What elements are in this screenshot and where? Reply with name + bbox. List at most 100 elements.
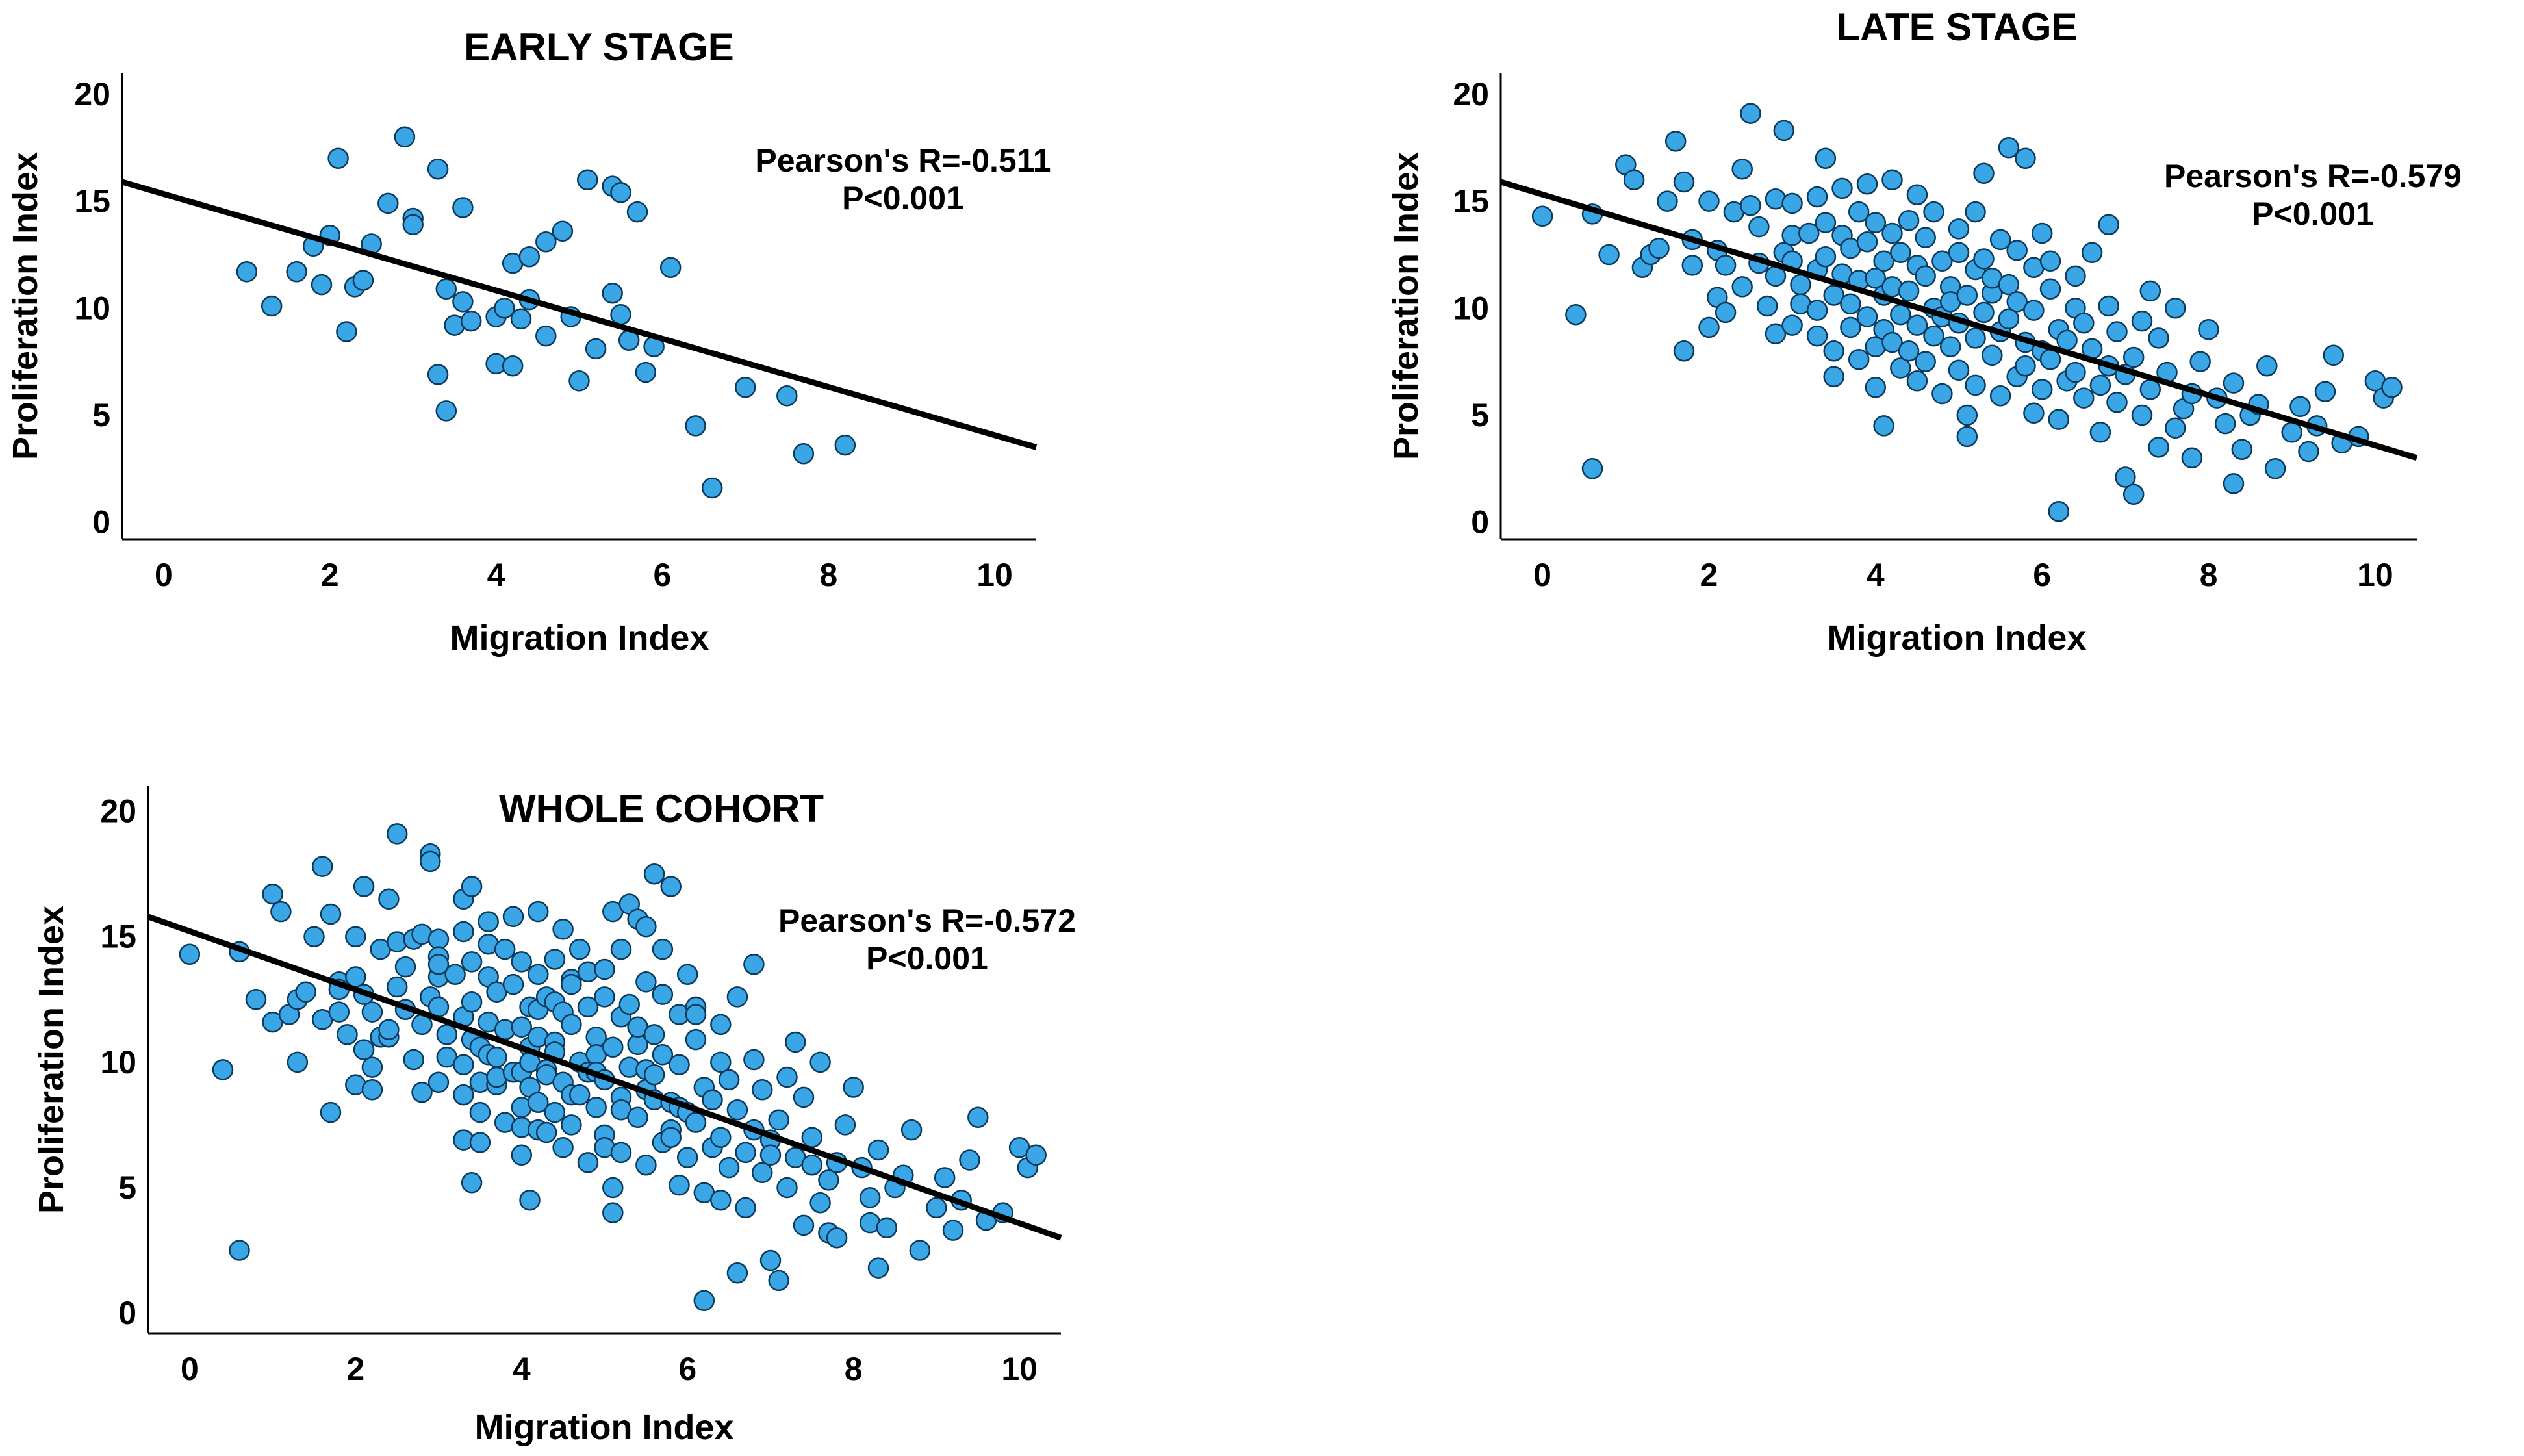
data-point (685, 415, 706, 437)
x-axis-label: Migration Index (1827, 619, 2086, 658)
data-point (2098, 295, 2119, 317)
data-point (2073, 313, 2095, 334)
data-point (328, 1001, 350, 1023)
data-point (2223, 372, 2245, 394)
data-point (602, 282, 623, 304)
data-point (510, 308, 532, 330)
data-point (669, 1174, 690, 1196)
data-point (1673, 171, 1695, 193)
data-point (2081, 242, 2103, 263)
data-point (1873, 250, 1894, 272)
pearson-annotation: Pearson's R=-0.579 (2164, 158, 2462, 194)
data-point (327, 147, 349, 169)
data-point (635, 916, 657, 938)
data-point (561, 1114, 582, 1136)
data-point (1715, 255, 1737, 276)
data-point (1865, 212, 1887, 233)
data-point (345, 966, 366, 988)
data-point (452, 197, 474, 218)
data-point (2048, 409, 2070, 430)
data-point (2281, 422, 2302, 443)
data-point (469, 1101, 491, 1123)
data-point (1848, 201, 1870, 223)
data-point (1915, 351, 1936, 372)
chart-title: LATE STAGE (1836, 5, 2077, 49)
data-point (1956, 404, 1978, 426)
x-tick-label: 4 (487, 557, 505, 593)
data-point (759, 1249, 782, 1271)
data-point (2256, 355, 2278, 377)
data-point (519, 1190, 541, 1211)
data-point (718, 1069, 740, 1091)
data-point (643, 1064, 665, 1086)
data-point (876, 1217, 898, 1239)
regression-line (1499, 179, 2418, 461)
data-point (1931, 250, 1953, 272)
data-point (1815, 147, 1837, 169)
data-point (270, 900, 292, 923)
data-point (352, 270, 374, 291)
data-point (2023, 300, 2045, 321)
data-point (552, 918, 574, 940)
data-point (594, 986, 615, 1008)
data-point (212, 1059, 234, 1080)
x-tick-label: 8 (845, 1351, 863, 1387)
data-point (718, 1156, 740, 1179)
data-point (1915, 227, 1936, 248)
data-point (1781, 192, 1803, 214)
data-point (494, 938, 516, 960)
data-point (1965, 327, 1986, 349)
data-point (1840, 316, 1861, 338)
data-point (345, 926, 366, 947)
data-point (1598, 244, 1620, 266)
data-point (320, 1101, 342, 1123)
data-point (610, 938, 632, 960)
data-point (2015, 147, 2036, 169)
data-point (1756, 295, 1778, 317)
y-tick-label: 20 (74, 76, 110, 112)
data-point (1681, 255, 1703, 276)
x-tick-label: 8 (819, 557, 837, 593)
data-point (1965, 201, 1986, 223)
x-tick-label: 0 (1533, 557, 1551, 593)
x-tick-label: 8 (2200, 557, 2218, 593)
data-point (535, 1121, 557, 1143)
data-point (2131, 404, 2153, 426)
x-tick-label: 6 (678, 1351, 696, 1387)
x-axis-label: Migration Index (474, 1408, 733, 1447)
data-point (967, 1106, 989, 1129)
data-points (179, 823, 1047, 1312)
data-point (561, 973, 582, 995)
data-point (1731, 276, 1753, 298)
data-point (1565, 303, 1587, 326)
data-point (1848, 349, 1870, 370)
data-point (2039, 349, 2061, 370)
data-point (568, 370, 590, 392)
data-point (627, 1106, 648, 1129)
data-point (1973, 162, 1995, 185)
y-axis-label: Proliferation Index (32, 906, 71, 1214)
data-point (2073, 387, 2095, 409)
x-tick-label: 10 (1001, 1351, 1038, 1387)
data-point (427, 364, 449, 385)
data-point (867, 1257, 889, 1279)
data-point (660, 876, 682, 897)
data-point (1815, 212, 1837, 233)
p-value-annotation: P<0.001 (866, 940, 988, 977)
data-point (502, 906, 524, 928)
y-tick-label: 15 (100, 919, 136, 955)
data-point (859, 1187, 881, 1208)
x-tick-label: 6 (2033, 557, 2051, 593)
data-point (494, 298, 515, 319)
y-tick-label: 10 (100, 1044, 136, 1080)
data-point (511, 951, 533, 973)
data-point (1748, 216, 1770, 238)
data-point (2139, 280, 2161, 302)
data-point (751, 1079, 773, 1101)
data-point (1823, 340, 1844, 362)
data-point (1906, 370, 1928, 392)
data-point (311, 856, 333, 877)
data-point (818, 1169, 839, 1191)
data-point (676, 964, 698, 985)
data-point (420, 850, 441, 873)
